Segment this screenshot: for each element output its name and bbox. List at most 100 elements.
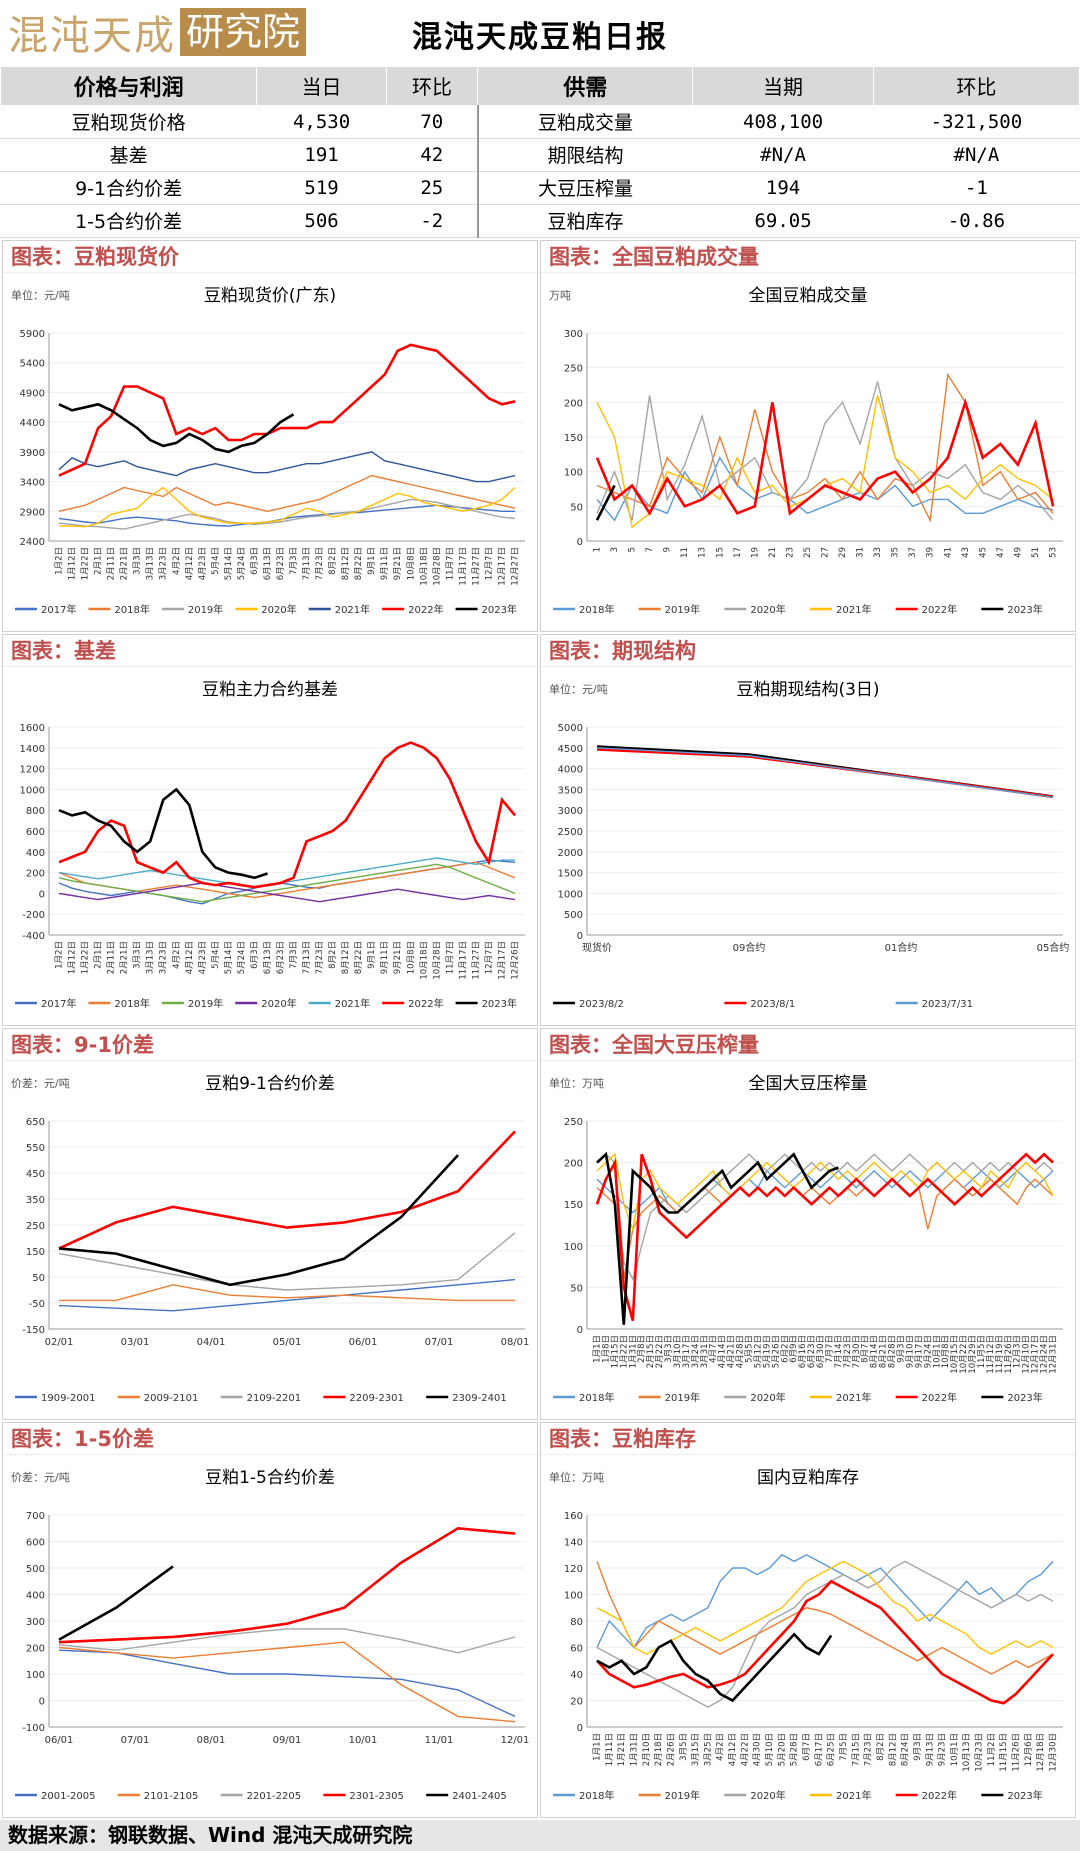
y-tick-label: 0 — [577, 1325, 583, 1336]
chart-title: 豆粕1-5合约价差 — [205, 1468, 335, 1488]
x-tick-label: 02/01 — [45, 1337, 74, 1348]
legend-label: 2023/7/31 — [922, 999, 973, 1010]
x-tick-label: 7月3日 — [289, 941, 299, 969]
y-tick-label: 450 — [26, 1169, 45, 1180]
summary-table: 价格与利润 当日 环比 供需 当期 环比 豆粕现货价格 4,530 70 豆粕成… — [0, 66, 1080, 239]
x-tick-label: 3 — [610, 547, 620, 552]
series-line — [58, 1278, 516, 1312]
y-tick-label: 500 — [564, 910, 583, 921]
series-line — [58, 882, 516, 903]
x-tick-label: 4月2日 — [172, 547, 182, 575]
x-tick-label: 12月10日 — [1022, 1335, 1032, 1374]
panel-title: 图表：9-1价差 — [3, 1029, 537, 1061]
x-tick-label: 7 — [645, 547, 655, 552]
x-tick-label: 4月12日 — [185, 547, 195, 580]
summary-col-header: 当日 — [256, 66, 387, 106]
x-tick-label: 3月13日 — [146, 547, 156, 580]
x-tick-label: 9月17日 — [914, 1335, 924, 1368]
x-tick-label: 10月8日 — [941, 1335, 951, 1368]
x-tick-label: 15 — [715, 547, 725, 558]
x-tick-label: 43 — [961, 547, 971, 558]
x-tick-label: 12月24日 — [1040, 1335, 1050, 1374]
x-tick-label: 3月10日 — [673, 1335, 683, 1368]
series-line — [59, 1284, 515, 1302]
panel-title: 图表：期现结构 — [541, 635, 1075, 667]
y-tick-label: -100 — [22, 1723, 45, 1734]
x-tick-label: 05合约 — [1037, 941, 1070, 954]
legend-label: 2023/8/2 — [579, 999, 624, 1010]
x-tick-label: 3月23日 — [159, 941, 169, 974]
x-tick-label: 6月25日 — [827, 1733, 837, 1766]
x-tick-label: 12月6日 — [1024, 1733, 1034, 1766]
y-tick-label: 150 — [564, 1200, 583, 1211]
summary-value: #N/A — [692, 137, 874, 172]
x-tick-label: 10月15日 — [950, 1335, 960, 1374]
summary-value: 194 — [692, 170, 874, 205]
x-tick-label: 09合约 — [733, 941, 766, 954]
x-tick-label: 51 — [1031, 547, 1041, 558]
x-tick-label: 2月26日 — [666, 1733, 676, 1766]
panel-title: 图表：豆粕现货价 — [3, 241, 537, 273]
y-tick-label: 1500 — [558, 869, 583, 880]
x-tick-label: 6月17日 — [814, 1733, 824, 1766]
series-line — [596, 747, 1054, 798]
panel-spot-price: 图表：豆粕现货价 豆粕现货价(广东) 单位：元/吨 2400 2900 3400 3900… — [2, 240, 538, 632]
summary-row: 1-5合约价差 506 -2 豆粕库存 69.05 -0.86 — [0, 203, 1080, 239]
legend-label: 2023年 — [1007, 603, 1042, 616]
chart-unit-label: 单位：元/吨 — [11, 288, 70, 302]
legend-label: 2022年 — [922, 1789, 957, 1802]
x-tick-label: 6月16日 — [798, 1335, 808, 1368]
x-tick-label: 11 — [680, 547, 690, 558]
series-line — [596, 1579, 1054, 1705]
y-tick-label: 200 — [564, 1159, 583, 1170]
series-line — [58, 1628, 516, 1654]
x-tick-label: 1月31日 — [628, 1335, 638, 1368]
y-tick-label: 100 — [564, 1242, 583, 1253]
series-line — [58, 498, 516, 530]
x-tick-label: 08/01 — [197, 1735, 226, 1746]
summary-row: 豆粕现货价格 4,530 70 豆粕成交量 408,100 -321,500 — [0, 104, 1080, 139]
chart-unit-label: 单位：万吨 — [549, 1076, 604, 1090]
y-tick-label: 250 — [564, 364, 583, 375]
summary-label: 9-1合约价差 — [0, 170, 258, 205]
summary-label: 1-5合约价差 — [0, 203, 258, 239]
x-tick-label: 2月8日 — [637, 1335, 647, 1363]
x-tick-label: 39 — [926, 547, 936, 558]
series-line — [58, 451, 516, 483]
y-tick-label: 150 — [564, 433, 583, 444]
legend-label: 2018年 — [579, 1789, 614, 1802]
summary-label: 大豆压榨量 — [477, 170, 694, 205]
summary-value: 69.05 — [692, 203, 874, 239]
y-tick-label: 250 — [26, 1221, 45, 1232]
y-tick-label: 500 — [26, 1564, 45, 1575]
x-tick-label: 9月24日 — [923, 1335, 933, 1368]
x-tick-label: 4月22日 — [740, 1733, 750, 1766]
y-tick-label: 350 — [26, 1195, 45, 1206]
y-tick-label: 200 — [26, 1644, 45, 1655]
y-tick-label: 3900 — [20, 448, 45, 459]
summary-label: 豆粕库存 — [477, 203, 694, 239]
series-line — [58, 1649, 516, 1718]
x-tick-label: 5月28日 — [790, 1733, 800, 1766]
legend-label: 2017年 — [41, 997, 76, 1010]
x-tick-label: 11月27日 — [471, 547, 481, 586]
summary-change: -321,500 — [872, 104, 1080, 139]
x-tick-label: 1月31日 — [629, 1733, 639, 1766]
y-tick-label: 3000 — [558, 806, 583, 817]
legend-label: 2019年 — [665, 603, 700, 616]
y-tick-label: -50 — [29, 1299, 45, 1310]
x-tick-label: 6月2日 — [780, 1335, 790, 1363]
x-tick-label: 8月21日 — [879, 1335, 889, 1368]
series-line — [58, 1130, 516, 1250]
y-tick-label: -150 — [22, 1325, 45, 1336]
x-tick-label: 6月23日 — [276, 941, 286, 974]
panel-title: 图表：全国大豆压榨量 — [541, 1029, 1075, 1061]
x-tick-label: 10月28日 — [432, 941, 442, 980]
chart-title: 豆粕现货价(广东) — [204, 286, 336, 306]
x-tick-label: 7月5日 — [839, 1733, 849, 1761]
series-line — [595, 484, 616, 521]
y-tick-label: 550 — [26, 1143, 45, 1154]
legend-label: 2023年 — [482, 997, 517, 1010]
y-tick-label: 5000 — [558, 723, 583, 734]
y-tick-label: 2500 — [558, 827, 583, 838]
